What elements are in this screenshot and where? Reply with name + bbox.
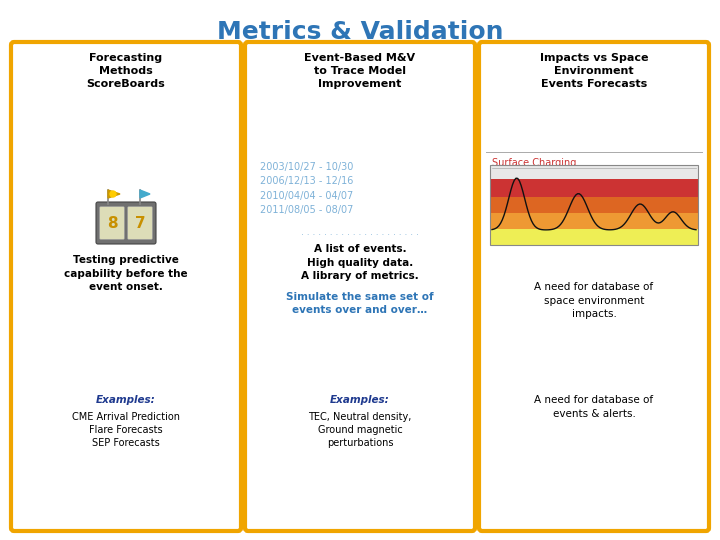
Bar bbox=[490, 197, 698, 213]
FancyBboxPatch shape bbox=[99, 206, 125, 240]
Bar bbox=[490, 165, 698, 245]
Bar bbox=[490, 179, 698, 197]
Text: A list of events.
High quality data.
A library of metrics.: A list of events. High quality data. A l… bbox=[301, 244, 419, 281]
FancyBboxPatch shape bbox=[96, 202, 156, 244]
FancyBboxPatch shape bbox=[245, 42, 475, 531]
Polygon shape bbox=[140, 190, 150, 198]
Text: Testing predictive
capability before the
event onset.: Testing predictive capability before the… bbox=[64, 255, 188, 292]
Text: . . . . . . . . . . . . . . . . . . . . .: . . . . . . . . . . . . . . . . . . . . … bbox=[301, 228, 419, 237]
Bar bbox=[490, 229, 698, 245]
Text: Examples:: Examples: bbox=[96, 395, 156, 405]
Text: TEC, Neutral density,
Ground magnetic
perturbations: TEC, Neutral density, Ground magnetic pe… bbox=[308, 412, 412, 448]
Text: Simulate the same set of
events over and over…: Simulate the same set of events over and… bbox=[286, 292, 434, 315]
Circle shape bbox=[110, 191, 116, 197]
Text: Forecasting
Methods
ScoreBoards: Forecasting Methods ScoreBoards bbox=[86, 53, 166, 89]
Text: Examples:: Examples: bbox=[330, 395, 390, 405]
Text: Metrics & Validation: Metrics & Validation bbox=[217, 20, 503, 44]
Bar bbox=[490, 165, 698, 179]
FancyBboxPatch shape bbox=[11, 42, 241, 531]
Text: 8: 8 bbox=[107, 215, 117, 231]
FancyBboxPatch shape bbox=[479, 42, 709, 531]
Text: Event-Based M&V
to Trace Model
Improvement: Event-Based M&V to Trace Model Improveme… bbox=[305, 53, 415, 89]
Text: Surface Charging: Surface Charging bbox=[492, 158, 577, 168]
Bar bbox=[490, 213, 698, 229]
Text: CME Arrival Prediction
Flare Forecasts
SEP Forecasts: CME Arrival Prediction Flare Forecasts S… bbox=[72, 412, 180, 448]
Text: 7: 7 bbox=[135, 215, 145, 231]
Text: Impacts vs Space
Environment
Events Forecasts: Impacts vs Space Environment Events Fore… bbox=[540, 53, 648, 89]
FancyBboxPatch shape bbox=[127, 206, 153, 240]
Polygon shape bbox=[108, 190, 120, 198]
Text: A need for database of
space environment
impacts.: A need for database of space environment… bbox=[534, 282, 654, 319]
Text: 2003/10/27 - 10/30
2006/12/13 - 12/16
2010/04/04 - 04/07
2011/08/05 - 08/07: 2003/10/27 - 10/30 2006/12/13 - 12/16 20… bbox=[260, 162, 354, 215]
Text: A need for database of
events & alerts.: A need for database of events & alerts. bbox=[534, 395, 654, 418]
